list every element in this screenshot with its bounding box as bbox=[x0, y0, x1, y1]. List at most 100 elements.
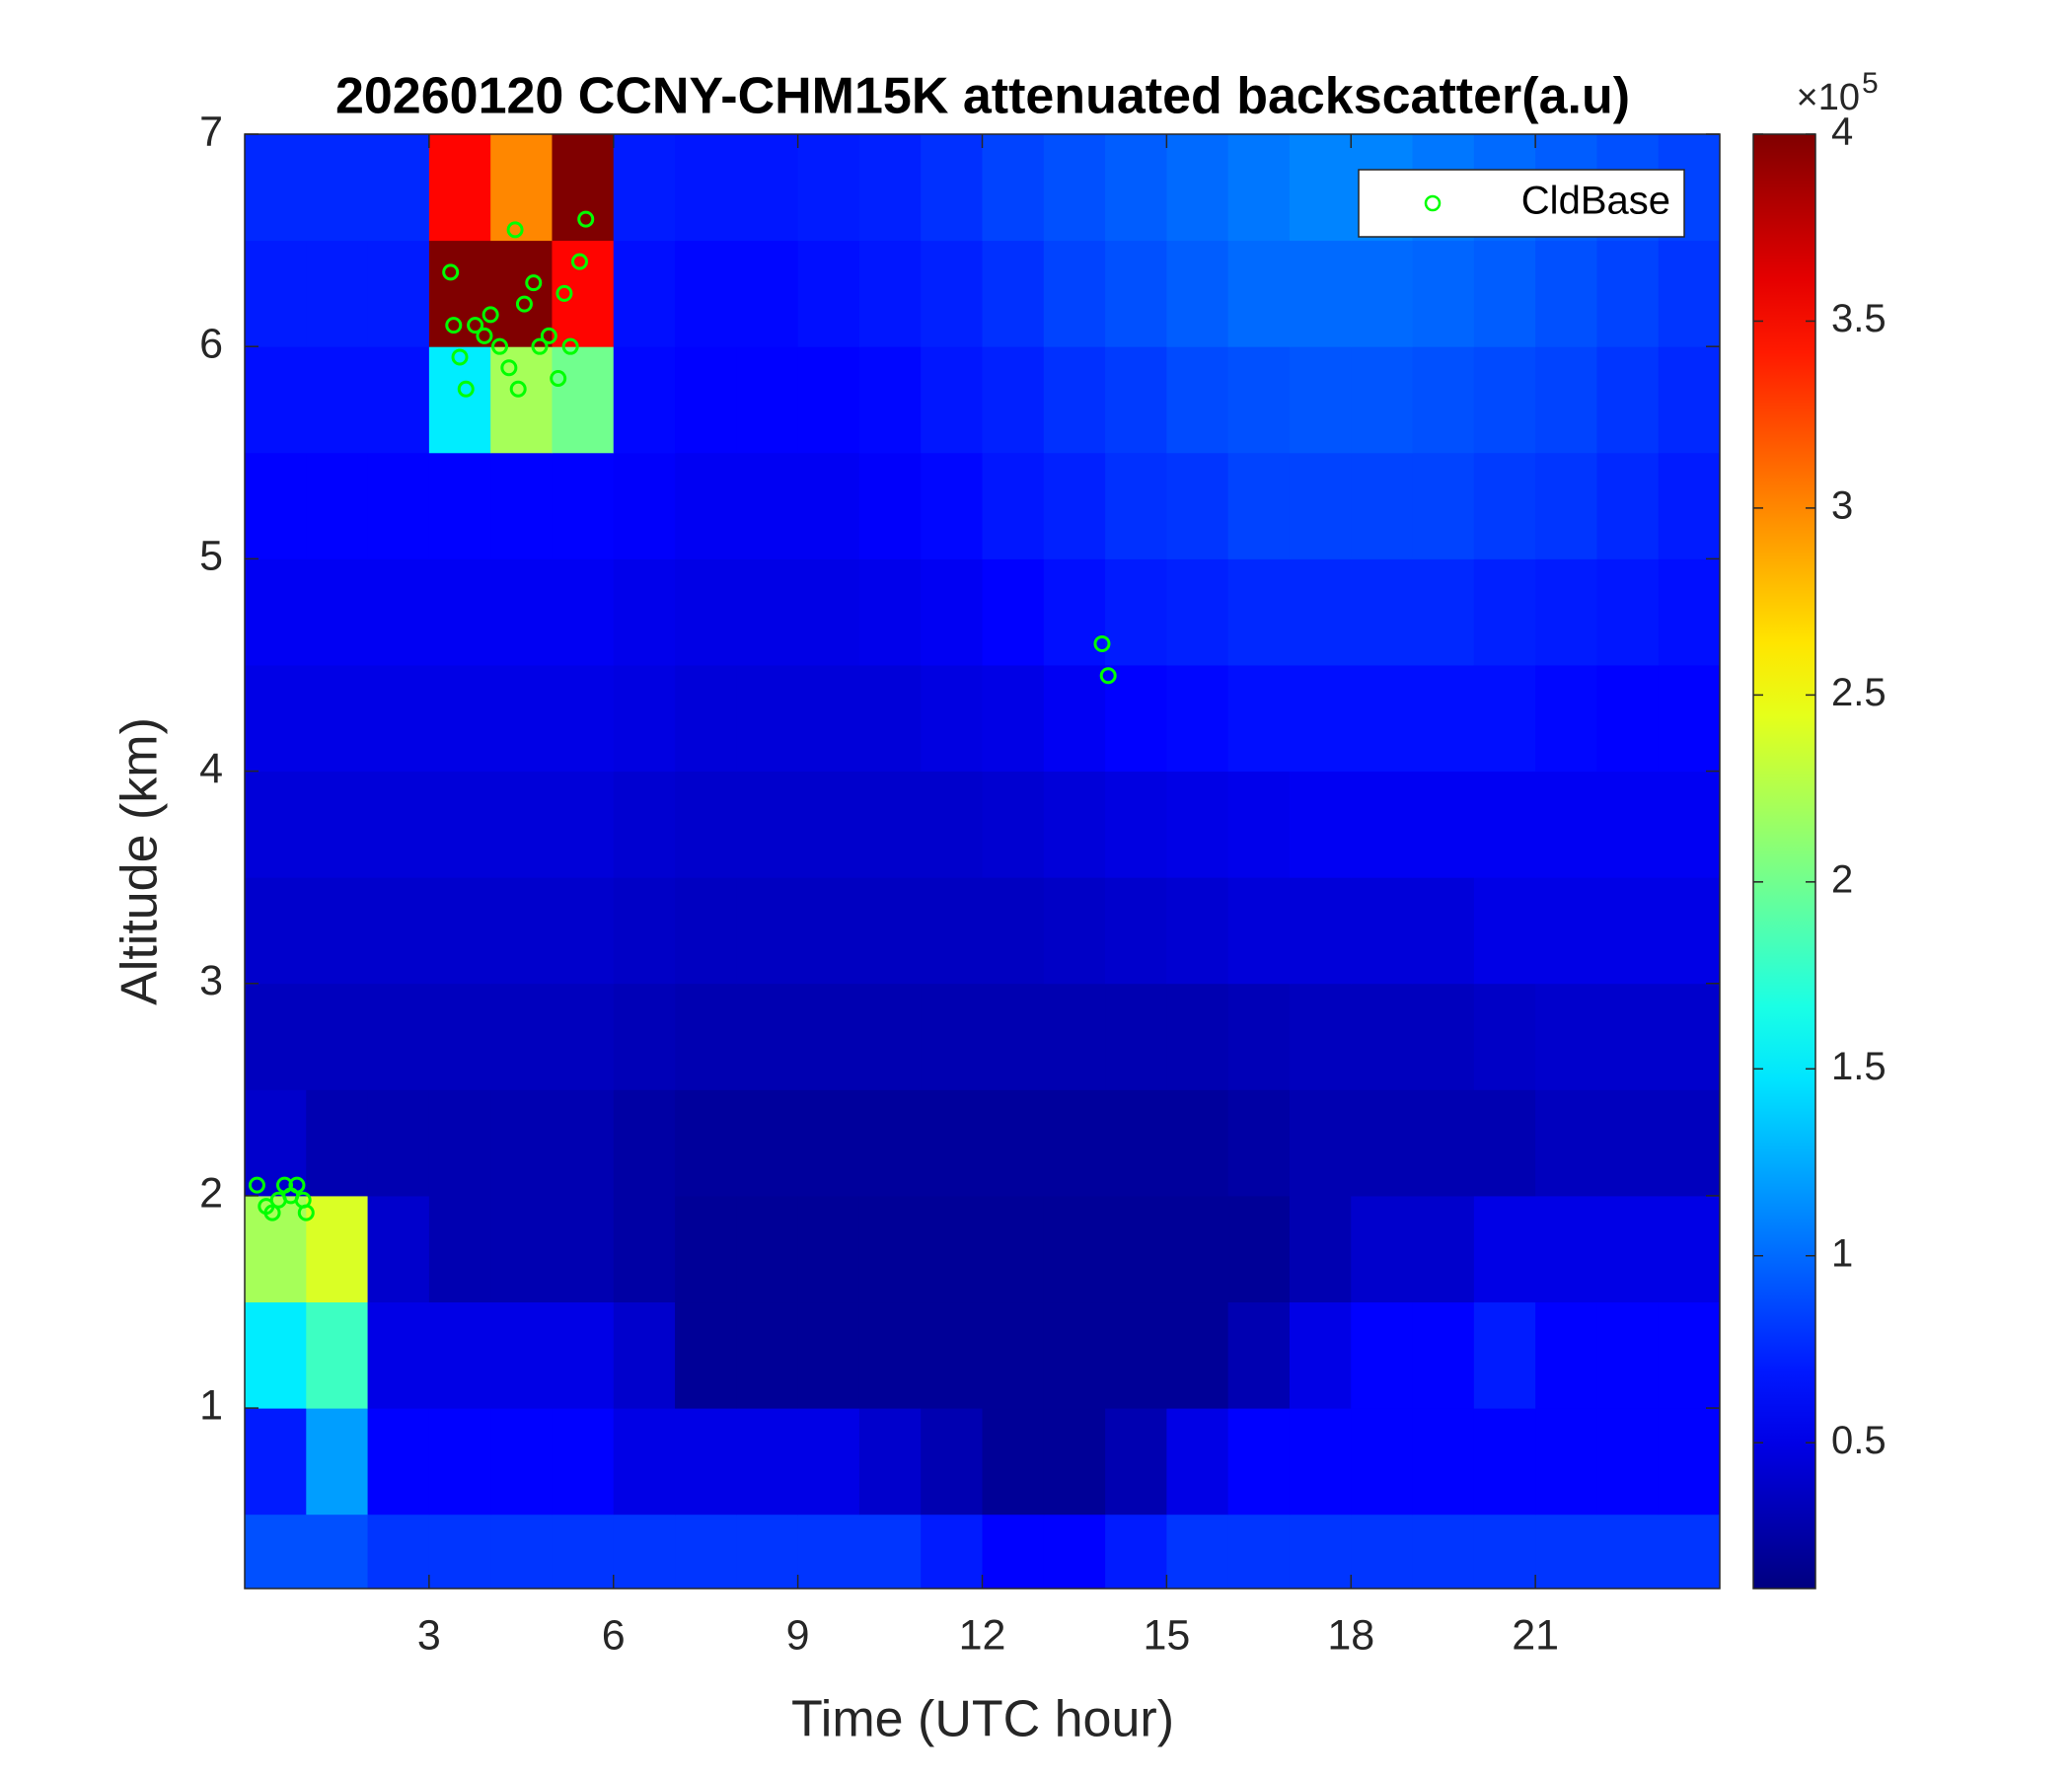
heatmap-cell bbox=[797, 1514, 860, 1589]
heatmap-cell bbox=[1105, 240, 1167, 347]
heatmap-cell bbox=[1596, 771, 1660, 878]
heatmap-cell bbox=[1105, 558, 1167, 666]
heatmap-cell bbox=[1105, 1301, 1167, 1409]
heatmap-cell bbox=[1412, 877, 1475, 985]
heatmap-cell bbox=[1289, 452, 1352, 559]
heatmap-cell bbox=[1658, 664, 1720, 773]
colorbar-tick-label: 3 bbox=[1831, 483, 1853, 527]
heatmap-cell bbox=[1043, 134, 1106, 242]
heatmap-cell bbox=[1289, 983, 1352, 1090]
heatmap-cell bbox=[736, 1514, 799, 1589]
heatmap-cell bbox=[306, 1089, 369, 1197]
heatmap-cell bbox=[490, 1301, 553, 1409]
heatmap-cell bbox=[858, 771, 922, 878]
heatmap-cell bbox=[1473, 664, 1536, 773]
heatmap-cell bbox=[428, 1089, 491, 1197]
heatmap-cell bbox=[1166, 983, 1229, 1090]
heatmap-cell bbox=[675, 664, 737, 773]
heatmap-cell bbox=[1535, 346, 1597, 454]
colorbar bbox=[1752, 133, 1816, 1590]
heatmap-cell bbox=[1535, 664, 1597, 773]
heatmap-cell bbox=[306, 240, 369, 347]
heatmap-cell bbox=[428, 877, 491, 985]
heatmap-cell bbox=[1658, 1301, 1720, 1409]
y-tick-label: 6 bbox=[199, 321, 223, 368]
heatmap-cell bbox=[736, 1089, 799, 1197]
x-tick-label: 3 bbox=[417, 1611, 441, 1659]
cloud-base-point bbox=[531, 337, 549, 355]
heatmap-cell bbox=[1596, 240, 1660, 347]
heatmap-cell bbox=[921, 1408, 983, 1516]
heatmap-cell bbox=[245, 771, 307, 878]
x-tick-label: 21 bbox=[1512, 1611, 1559, 1659]
heatmap-cell bbox=[1412, 240, 1475, 347]
heatmap-cell bbox=[858, 346, 922, 454]
heatmap-cell bbox=[367, 1408, 430, 1516]
heatmap-cell bbox=[1412, 983, 1475, 1090]
heatmap-cell bbox=[1105, 877, 1167, 985]
heatmap-cell bbox=[1289, 664, 1352, 773]
cloud-base-point bbox=[506, 221, 524, 239]
heatmap-cell bbox=[306, 877, 369, 985]
heatmap-cell bbox=[921, 1301, 983, 1409]
heatmap-cell bbox=[245, 452, 307, 559]
heatmap-cell bbox=[245, 877, 307, 985]
heatmap-cell bbox=[858, 664, 922, 773]
heatmap-cell bbox=[858, 558, 922, 666]
heatmap-cell bbox=[1473, 1301, 1536, 1409]
heatmap-cell bbox=[1105, 452, 1167, 559]
heatmap-cell bbox=[1289, 346, 1352, 454]
heatmap-cell bbox=[428, 346, 491, 454]
heatmap-cell bbox=[1596, 1408, 1660, 1516]
heatmap-cell bbox=[490, 983, 553, 1090]
cloud-base-point bbox=[481, 306, 499, 324]
heatmap-cell bbox=[797, 1195, 860, 1303]
heatmap-cell bbox=[613, 346, 676, 454]
cloud-base-point bbox=[297, 1204, 315, 1221]
heatmap-cell bbox=[1535, 1514, 1597, 1589]
cloud-base-point bbox=[577, 210, 595, 228]
heatmap-cell bbox=[367, 877, 430, 985]
heatmap-cell bbox=[1473, 1514, 1536, 1589]
heatmap-cell bbox=[552, 877, 615, 985]
heatmap-cell bbox=[306, 664, 369, 773]
heatmap-cell bbox=[1596, 452, 1660, 559]
heatmap-cell bbox=[428, 1514, 491, 1589]
heatmap-cell bbox=[858, 877, 922, 985]
heatmap-cell bbox=[1043, 1195, 1106, 1303]
heatmap-cell bbox=[367, 1301, 430, 1409]
heatmap-cell bbox=[552, 346, 615, 454]
heatmap-cell bbox=[1351, 1301, 1414, 1409]
heatmap-cell bbox=[675, 558, 737, 666]
heatmap-cell bbox=[1658, 771, 1720, 878]
heatmap-cell bbox=[1412, 1089, 1475, 1197]
heatmap-cell bbox=[1166, 452, 1229, 559]
heatmap-cell bbox=[858, 134, 922, 242]
heatmap-cell bbox=[428, 452, 491, 559]
heatmap-cell bbox=[552, 452, 615, 559]
colorbar-tick-label: 2 bbox=[1831, 857, 1853, 901]
heatmap-cell bbox=[1535, 558, 1597, 666]
heatmap-cell bbox=[736, 1195, 799, 1303]
heatmap-cell bbox=[982, 1408, 1045, 1516]
heatmap-cell bbox=[982, 452, 1045, 559]
heatmap-cell bbox=[1351, 983, 1414, 1090]
heatmap-cell bbox=[1227, 664, 1291, 773]
heatmap-cell bbox=[613, 1514, 676, 1589]
heatmap-cell bbox=[245, 1408, 307, 1516]
heatmap-cell bbox=[552, 664, 615, 773]
heatmap-cell bbox=[490, 1195, 553, 1303]
heatmap-cell bbox=[1473, 983, 1536, 1090]
heatmap-cell bbox=[490, 1514, 553, 1589]
cloud-base-point bbox=[525, 274, 543, 292]
heatmap-cell bbox=[982, 664, 1045, 773]
heatmap-cell bbox=[428, 771, 491, 878]
heatmap-cell bbox=[675, 452, 737, 559]
heatmap-cell bbox=[613, 240, 676, 347]
heatmap-cell bbox=[736, 240, 799, 347]
heatmap-cell bbox=[858, 240, 922, 347]
colorbar-tick-label: 2.5 bbox=[1831, 671, 1887, 714]
heatmap-cell bbox=[982, 1089, 1045, 1197]
heatmap-cell bbox=[858, 1514, 922, 1589]
heatmap-cell bbox=[675, 1514, 737, 1589]
